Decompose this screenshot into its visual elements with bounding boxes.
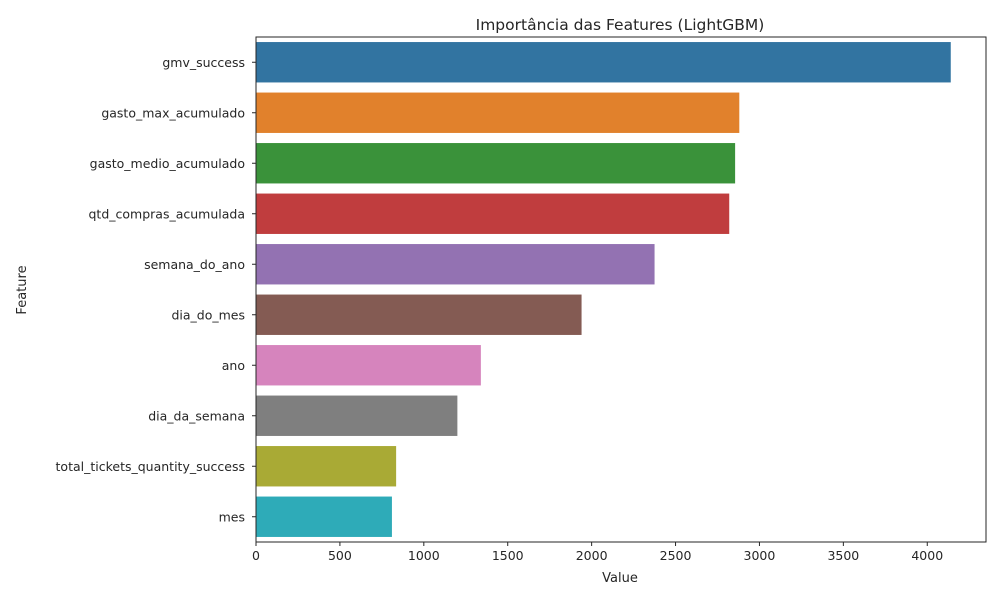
y-tick-label: dia_da_semana	[148, 408, 245, 423]
x-axis-ticks: 0 500 1000 1500 2000 2500 3000 3500 4000	[252, 542, 943, 563]
y-axis-label: Feature	[15, 265, 30, 314]
y-tick-label: total_tickets_quantity_success	[56, 459, 245, 474]
bar-dia_do_mes	[256, 294, 582, 335]
bar-semana_do_ano	[256, 244, 655, 285]
x-tick-label: 2500	[660, 548, 692, 563]
x-tick-label: 0	[252, 548, 260, 563]
x-tick-label: 1500	[492, 548, 524, 563]
y-tick-label: gmv_success	[162, 55, 245, 70]
bar-dia_da_semana	[256, 395, 458, 436]
x-tick-label: 3000	[744, 548, 776, 563]
y-tick-label: dia_do_mes	[171, 307, 245, 322]
x-tick-label: 4000	[911, 548, 943, 563]
y-tick-label: gasto_max_acumulado	[101, 105, 245, 120]
bar-gmv_success	[256, 42, 951, 83]
y-tick-label: ano	[222, 358, 245, 373]
x-tick-label: 500	[328, 548, 352, 563]
plot-frame	[255, 36, 987, 543]
y-tick-label: qtd_compras_acumulada	[89, 206, 246, 221]
bar-ano	[256, 345, 481, 386]
chart-title: Importância das Features (LightGBM)	[476, 16, 765, 34]
bar-total_tickets_quantity_success	[256, 446, 397, 487]
bar-gasto_medio_acumulado	[256, 143, 736, 184]
x-axis-label: Value	[602, 571, 638, 586]
x-tick-label: 2000	[576, 548, 608, 563]
y-tick-label: mes	[219, 509, 245, 524]
y-axis-ticks: gmv_success gasto_max_acumulado gasto_medi…	[56, 55, 256, 524]
bars-group	[256, 42, 951, 537]
bar-qtd_compras_acumulada	[256, 193, 730, 234]
y-tick-label: semana_do_ano	[144, 257, 245, 272]
y-tick-label: gasto_medio_acumulado	[90, 156, 245, 171]
x-tick-label: 3500	[827, 548, 859, 563]
x-tick-label: 1000	[408, 548, 440, 563]
bar-gasto_max_acumulado	[256, 92, 740, 133]
bar-mes	[256, 496, 392, 537]
